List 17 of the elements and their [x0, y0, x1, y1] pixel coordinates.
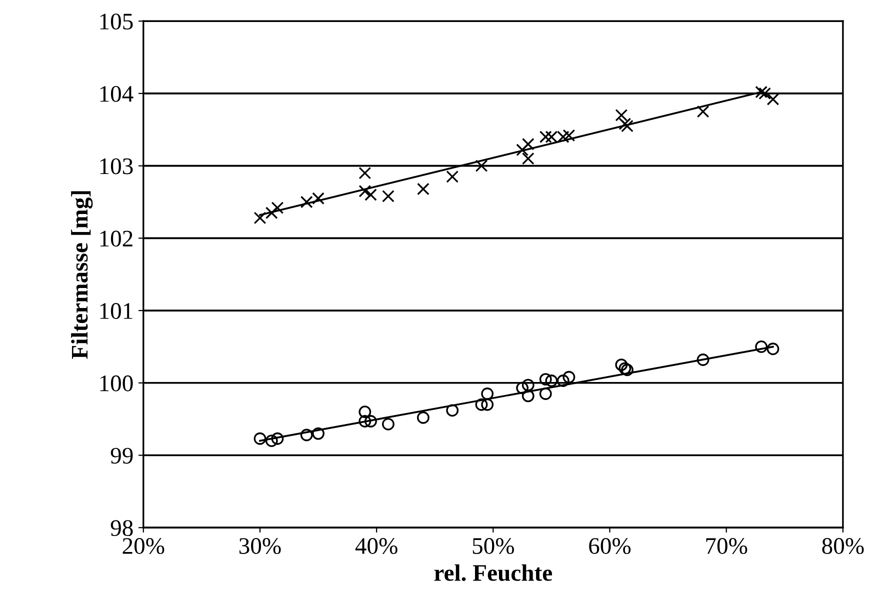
x-tick-label: 50%	[472, 538, 514, 554]
y-tick-label: 98	[110, 520, 133, 536]
y-tick-label: 102	[100, 230, 132, 247]
x-tick-label: 80%	[822, 538, 864, 554]
y-axis-title: Filtermasse [mg]	[71, 191, 93, 359]
y-tick-label: 99	[110, 448, 133, 464]
x-tick-label: 60%	[589, 538, 631, 554]
x-axis-title: rel. Feuchte	[434, 564, 552, 582]
y-tick-label: 100	[100, 375, 133, 392]
y-tick-label: 105	[100, 14, 133, 30]
x-tick-label: 30%	[239, 538, 281, 554]
y-tick-label: 101	[100, 303, 132, 319]
x-tick-label: 20%	[122, 538, 164, 554]
x-tick-label: 70%	[706, 538, 748, 554]
y-tick-label: 104	[100, 86, 134, 102]
x-tick-label: 40%	[355, 538, 398, 554]
y-tick-label: 103	[100, 158, 133, 174]
